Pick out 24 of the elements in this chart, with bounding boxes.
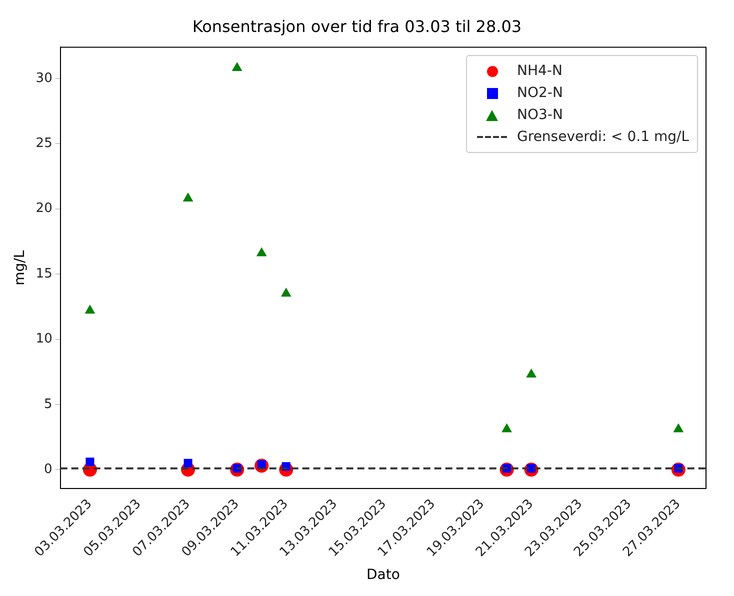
chart-title: Konsentrasjon over tid fra 03.03 til 28.03 (192, 16, 522, 36)
point (526, 368, 536, 378)
point (84, 304, 96, 314)
legend-label: Grenseverdi: < 0.1 mg/L (517, 128, 689, 148)
point (86, 458, 94, 466)
legend-label: NO2-N (517, 84, 563, 104)
y-tick-label: 25 (36, 136, 52, 152)
y-tick-label: 15 (36, 266, 52, 282)
y-axis-title: mg/L (12, 250, 28, 286)
point (232, 62, 242, 72)
y-tick-label: 5 (44, 396, 52, 412)
y-tick-label: 10 (36, 332, 52, 347)
y-tick-label: 0 (44, 462, 52, 478)
point (182, 192, 194, 202)
point (280, 288, 292, 297)
point (502, 423, 512, 432)
legend-label: NO3-N (517, 106, 563, 126)
point (184, 458, 192, 468)
point (673, 423, 684, 432)
x-axis-title: Dato (366, 567, 400, 584)
legend-label: NH4-N (517, 62, 562, 82)
y-tick-label: 20 (36, 201, 52, 216)
y-tick-label: 30 (36, 70, 52, 86)
point (256, 247, 267, 256)
